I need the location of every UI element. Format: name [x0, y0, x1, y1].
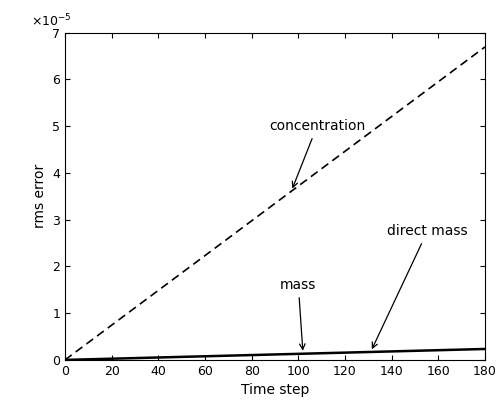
Text: mass: mass [280, 278, 316, 349]
Text: $\times\mathregular{10}^{-5}$: $\times\mathregular{10}^{-5}$ [32, 13, 72, 29]
Y-axis label: rms error: rms error [32, 164, 46, 229]
X-axis label: Time step: Time step [241, 383, 309, 397]
Text: direct mass: direct mass [372, 225, 468, 348]
Text: concentration: concentration [269, 119, 365, 187]
